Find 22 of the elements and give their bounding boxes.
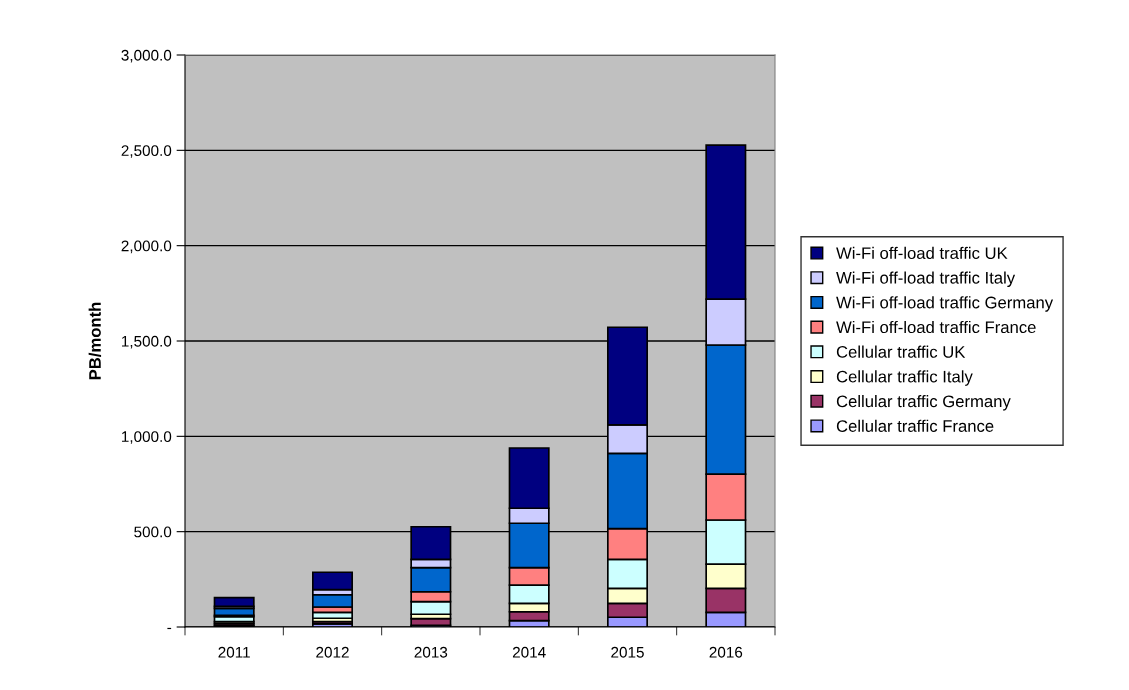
y-tick-label: 2,500.0 xyxy=(121,145,172,158)
legend-label: Cellular traffic Germany xyxy=(836,394,1011,411)
x-tick-label: 2014 xyxy=(512,646,546,658)
legend-label: Cellular traffic UK xyxy=(836,345,966,358)
y-tick-label: 1,000.0 xyxy=(122,431,172,444)
y-tick-label: 3,000.0 xyxy=(121,49,172,63)
x-tick-label: 2015 xyxy=(611,646,644,658)
legend-label: Wi-Fi off-load traffic Italy xyxy=(836,271,1016,288)
legend-label: Wi-Fi off-load traffic France xyxy=(836,320,1036,334)
y-tick-label: - xyxy=(167,627,172,630)
x-tick-label: 2013 xyxy=(414,646,448,658)
legend-label: Wi-Fi off-load traffic Germany xyxy=(836,296,1054,312)
y-tick-label: 500.0 xyxy=(134,526,172,538)
x-tick-label: 2011 xyxy=(218,646,250,658)
legend-label: Wi-Fi off-load traffic UK xyxy=(836,246,1008,260)
legend-label: Cellular traffic Italy xyxy=(836,370,973,386)
x-tick-label: 2012 xyxy=(316,646,349,658)
y-tick-label: 2,000.0 xyxy=(121,240,172,254)
y-axis-title: PB/month xyxy=(88,302,102,380)
legend-label: Cellular traffic France xyxy=(836,419,994,432)
x-tick-label: 2016 xyxy=(709,646,743,658)
y-tick-label: 1,500.0 xyxy=(122,335,172,349)
